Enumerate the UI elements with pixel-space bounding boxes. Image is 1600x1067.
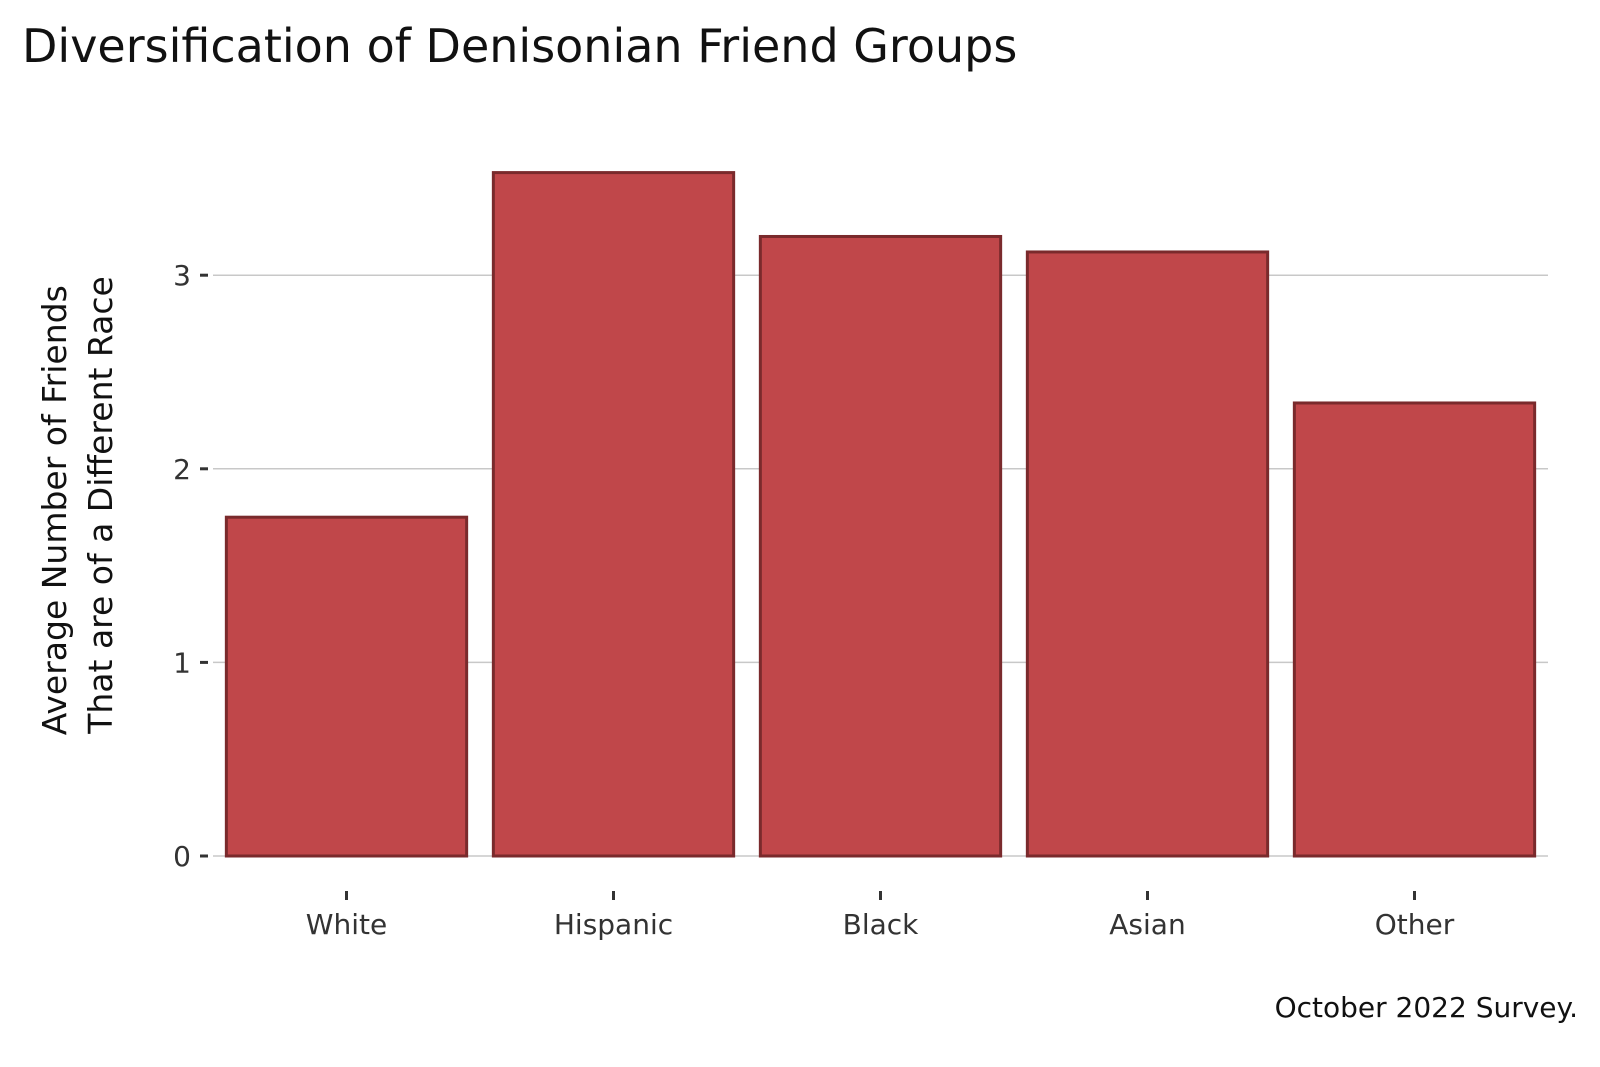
y-tick-label: 2 xyxy=(173,453,191,486)
bar-black xyxy=(758,234,1003,858)
bar-asian xyxy=(1025,250,1270,858)
bar-white xyxy=(224,515,469,858)
bar-hispanic xyxy=(491,171,736,858)
y-tick-label: 0 xyxy=(173,840,191,873)
y-tick-label: 3 xyxy=(173,259,191,292)
chart-caption: October 2022 Survey. xyxy=(1275,991,1578,1024)
x-axis: White Hispanic Black Asian Other xyxy=(306,891,1455,941)
x-tick-label: Hispanic xyxy=(554,908,673,941)
y-axis-label-line-2: That are of a Different Race xyxy=(81,276,120,735)
x-tick-label: Asian xyxy=(1109,908,1185,941)
chart-title: Diversification of Denisonian Friend Gro… xyxy=(22,19,1017,73)
x-tick-label: Other xyxy=(1375,908,1455,941)
x-tick-label: Black xyxy=(843,908,920,941)
y-axis: 0 1 2 3 xyxy=(173,259,208,873)
y-axis-label: Average Number of Friends That are of a … xyxy=(35,275,120,736)
y-axis-label-line-1: Average Number of Friends xyxy=(35,285,74,735)
bar-other xyxy=(1292,401,1537,858)
y-tick-label: 1 xyxy=(173,646,191,679)
x-tick-label: White xyxy=(306,908,387,941)
bars xyxy=(224,171,1537,858)
